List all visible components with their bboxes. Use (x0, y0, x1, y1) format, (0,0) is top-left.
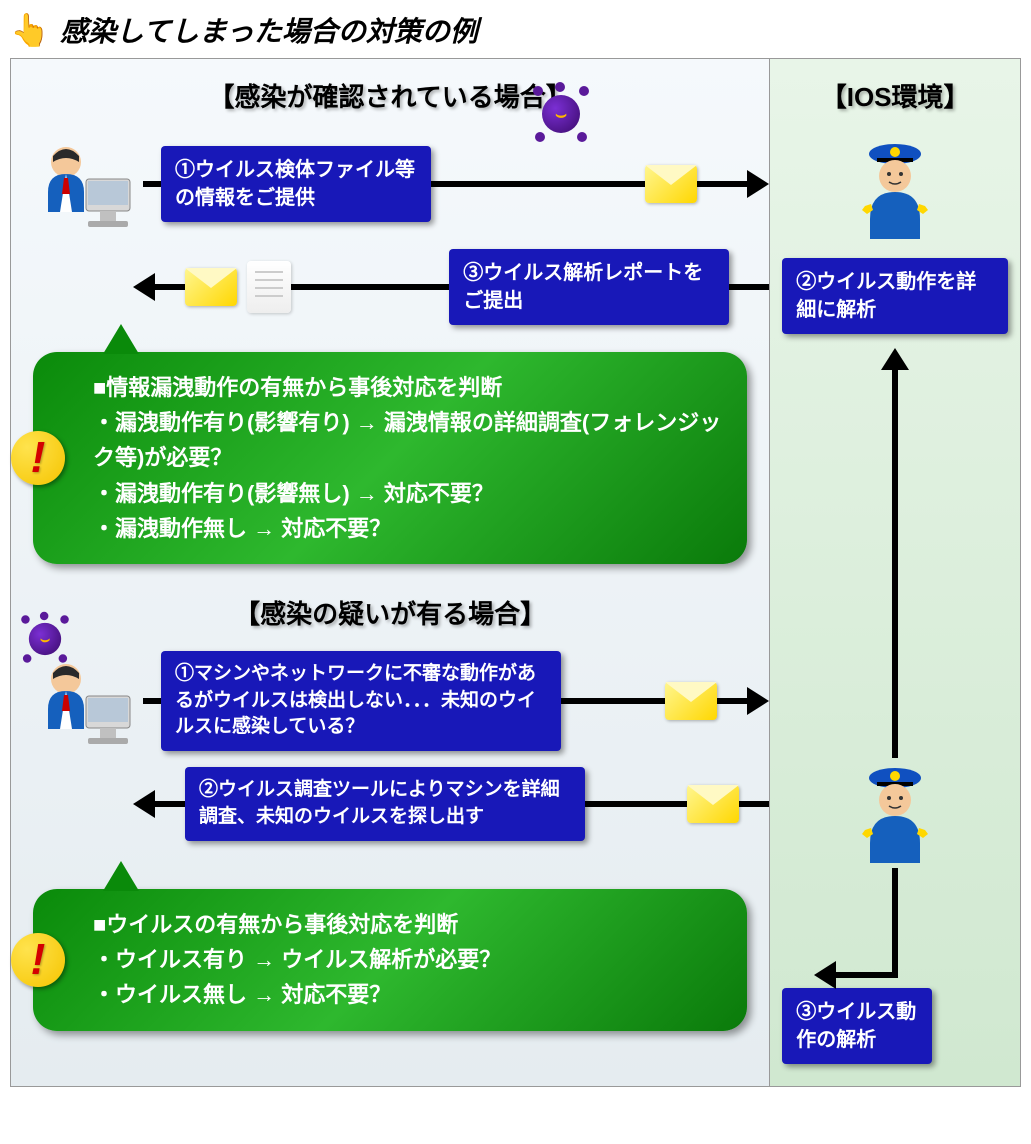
arrow-left-icon (133, 273, 155, 301)
exclamation-badge-icon: ! (11, 933, 65, 987)
bluebox-s1-3: ③ウイルス解析レポートをご提出 (449, 249, 729, 325)
envelope-icon (687, 785, 739, 823)
user-at-pc-icon (23, 134, 143, 234)
bluebox-right-2: ②ウイルス動作を詳細に解析 (782, 258, 1008, 334)
envelope-icon (645, 165, 697, 203)
bluebox-s2-2: ②ウイルス調査ツールによりマシンを詳細調査、未知のウイルスを探し出す (185, 767, 585, 840)
exclamation-badge-icon: ! (11, 431, 65, 485)
greenbox-1: ! ■情報漏洩動作の有無から事後対応を判断 ・漏洩動作有り(影響有り) → 漏洩… (33, 352, 747, 564)
envelope-icon (185, 268, 237, 306)
green1-line2: ・漏洩動作有り(影響有り) → 漏洩情報の詳細調査(フォレンジック等)が必要？ (93, 405, 723, 475)
green2-line3: ・ウイルス無し → 対応不要？ (93, 977, 723, 1012)
section2-header: 【感染の疑いが有る場合】 (23, 594, 757, 631)
bluebox-s2-1: ①マシンやネットワークに不審な動作があるがウイルスは検出しない．．．未知のウイル… (161, 651, 561, 751)
right-header: 【IOS環境】 (782, 77, 1008, 114)
police-officer-icon (782, 758, 1008, 868)
green1-line4: ・漏洩動作無し → 対応不要？ (93, 511, 723, 546)
envelope-icon (665, 682, 717, 720)
row-s2-recv: ②ウイルス調査ツールによりマシンを詳細調査、未知のウイルスを探し出す (23, 759, 757, 849)
arrow-right-icon (747, 170, 769, 198)
row-s1-send: ①ウイルス検体ファイル等の情報をご提供 ⌣ (23, 134, 757, 234)
police-officer-icon (782, 134, 1008, 244)
left-panel: 【感染が確認されている場合】 ①ウイルス検体ファイル等の情報をご提供 (11, 59, 770, 1086)
green1-line3: ・漏洩動作有り(影響無し) → 対応不要？ (93, 476, 723, 511)
bluebox-right-3: ③ウイルス動作の解析 (782, 988, 932, 1064)
green1-line1: ■情報漏洩動作の有無から事後対応を判断 (93, 370, 723, 405)
user-at-pc-icon: ⌣ (23, 651, 143, 751)
green2-line2: ・ウイルス有り → ウイルス解析が必要？ (93, 942, 723, 977)
vertical-line (892, 868, 898, 978)
hand-pointer-icon: 👆 (10, 11, 50, 49)
paper-icon (247, 261, 291, 313)
right-panel: 【IOS環境】 ②ウイルス動作を詳細に解析 (770, 59, 1020, 1086)
arrow-left-icon (133, 790, 155, 818)
virus-icon: ⌣ (533, 86, 589, 142)
title-row: 👆 感染してしまった場合の対策の例 (10, 10, 1021, 50)
greenbox-2: ! ■ウイルスの有無から事後対応を判断 ・ウイルス有り → ウイルス解析が必要？… (33, 889, 747, 1031)
row-s2-send: ⌣ ①マシンやネットワークに不審な動作があるがウイルスは検出しない．．．未知のウ… (23, 651, 757, 751)
bluebox-s1-1: ①ウイルス検体ファイル等の情報をご提供 (161, 146, 431, 222)
section1-header: 【感染が確認されている場合】 (23, 77, 757, 114)
virus-icon: ⌣ (21, 615, 69, 663)
page-title: 感染してしまった場合の対策の例 (60, 10, 478, 50)
main-container: 【感染が確認されている場合】 ①ウイルス検体ファイル等の情報をご提供 (10, 58, 1021, 1087)
vertical-arrow-line (892, 366, 898, 758)
green2-line1: ■ウイルスの有無から事後対応を判断 (93, 907, 723, 942)
arrow-right-icon (747, 687, 769, 715)
arrow-left-icon (814, 961, 836, 989)
row-s1-recv: ③ウイルス解析レポートをご提出 (23, 242, 757, 332)
